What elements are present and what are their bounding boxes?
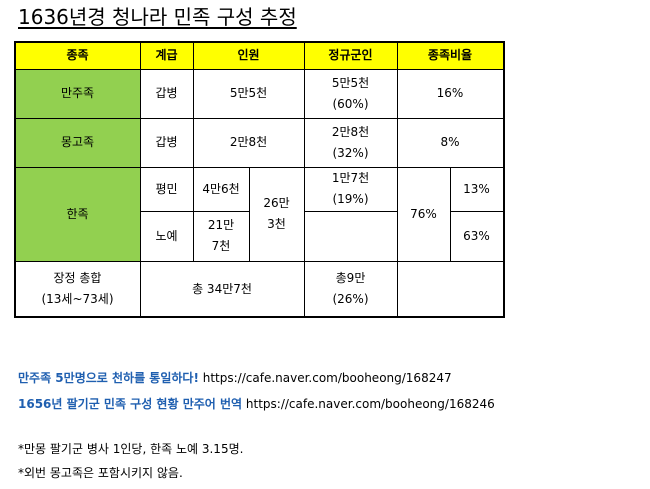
header-class: 계급 (140, 42, 193, 69)
row-mongol-ethnicity: 몽고족 (15, 118, 140, 167)
row-han-ratio-commoner: 13% (463, 181, 490, 196)
table-rule (14, 167, 504, 168)
row-total-ratio-empty (397, 261, 503, 317)
row-han-people-slave: 21만 7천 (193, 211, 249, 261)
note-1-text: 만주족 5만명으로 천하를 통일하다! (18, 371, 199, 385)
row-mongol-class: 갑병 (155, 135, 178, 149)
table-border-top (14, 41, 504, 43)
row-total-soldiers: 총9만 (26%) (304, 261, 397, 317)
row-han-ratio-slave: 63% (463, 228, 490, 243)
note-2-link[interactable]: https://cafe.naver.com/booheong/168246 (245, 397, 495, 411)
table-rule (450, 211, 504, 212)
table-rule (450, 167, 451, 261)
row-manchu-ratio: 16% (436, 86, 464, 100)
footnote-1: *만몽 팔기군 병사 1인당, 한족 노예 3.15명. (18, 442, 244, 456)
soldiers-percent: (60%) (332, 96, 369, 111)
row-han-people-commoner: 4만6천 (202, 181, 240, 196)
row-han-ratio-total: 76% (410, 206, 437, 221)
table-rule (14, 261, 504, 262)
row-han-soldiers: 1만7천 (19%) (304, 167, 397, 211)
row-mongol-people: 2만8천 (229, 135, 268, 149)
total-label-line1: 장정 총합 (53, 271, 102, 285)
soldiers-count: 5만5천 (331, 75, 370, 90)
table-border-bottom (14, 316, 504, 318)
header-ethnicity: 종족 (15, 42, 140, 69)
row-han-people-total: 26만 3천 (249, 167, 304, 261)
table-rule (304, 211, 397, 212)
page-title: 1636년경 청나라 민족 구성 추정 (18, 5, 297, 29)
table-rule (249, 167, 250, 261)
note-1-link[interactable]: https://cafe.naver.com/booheong/168247 (202, 371, 452, 385)
row-manchu-class: 갑병 (155, 86, 178, 100)
table-border-left (14, 41, 16, 318)
soldiers-percent: (19%) (332, 192, 369, 206)
header-ratio: 종족비율 (397, 42, 503, 69)
table-rule (140, 211, 249, 212)
table-rule (304, 42, 305, 317)
note-line-1: 만주족 5만명으로 천하를 통일하다! https://cafe.naver.c… (18, 370, 452, 386)
soldiers-count: 총9만 (335, 271, 366, 285)
table-rule (193, 42, 194, 261)
row-manchu-people: 5만5천 (229, 86, 268, 100)
header-soldiers: 정규군인 (304, 42, 397, 69)
row-mongol-soldiers: 2만8천 (32%) (304, 118, 397, 167)
people-total-line1: 26만 (263, 196, 290, 210)
note-2-text: 1656년 팔기군 민족 구성 현황 만주어 번역 (18, 397, 243, 411)
row-han-class-slave: 노예 (155, 228, 178, 243)
footnote-2: *외번 몽고족은 포함시키지 않음. (18, 466, 183, 480)
row-total-people: 총 34만7천 (192, 281, 252, 296)
people-slave-line1: 21만 (207, 218, 235, 232)
row-han-soldiers-empty (304, 211, 397, 261)
row-mongol-ratio: 8% (440, 135, 460, 149)
soldiers-count: 2만8천 (331, 124, 370, 139)
table-rule (14, 118, 504, 119)
row-han-ethnicity: 한족 (15, 167, 140, 261)
row-total-label: 장정 총합 (13세~73세) (15, 261, 140, 317)
people-total-line2: 3천 (267, 217, 286, 231)
row-manchu-ethnicity: 만주족 (15, 69, 140, 118)
header-people: 인원 (193, 42, 304, 69)
soldiers-percent: (32%) (332, 145, 369, 160)
table-rule (14, 69, 504, 70)
table-rule (397, 42, 398, 317)
note-line-2: 1656년 팔기군 민족 구성 현황 만주어 번역 https://cafe.n… (18, 396, 495, 412)
table-rule (140, 42, 141, 317)
row-manchu-soldiers: 5만5천 (60%) (304, 69, 397, 118)
soldiers-count: 1만7천 (331, 171, 370, 185)
soldiers-percent: (26%) (332, 292, 369, 306)
row-han-class-commoner: 평민 (155, 181, 178, 196)
people-slave-line2: 7천 (211, 239, 231, 253)
table-border-right (503, 41, 505, 318)
total-label-line2: (13세~73세) (41, 292, 114, 306)
